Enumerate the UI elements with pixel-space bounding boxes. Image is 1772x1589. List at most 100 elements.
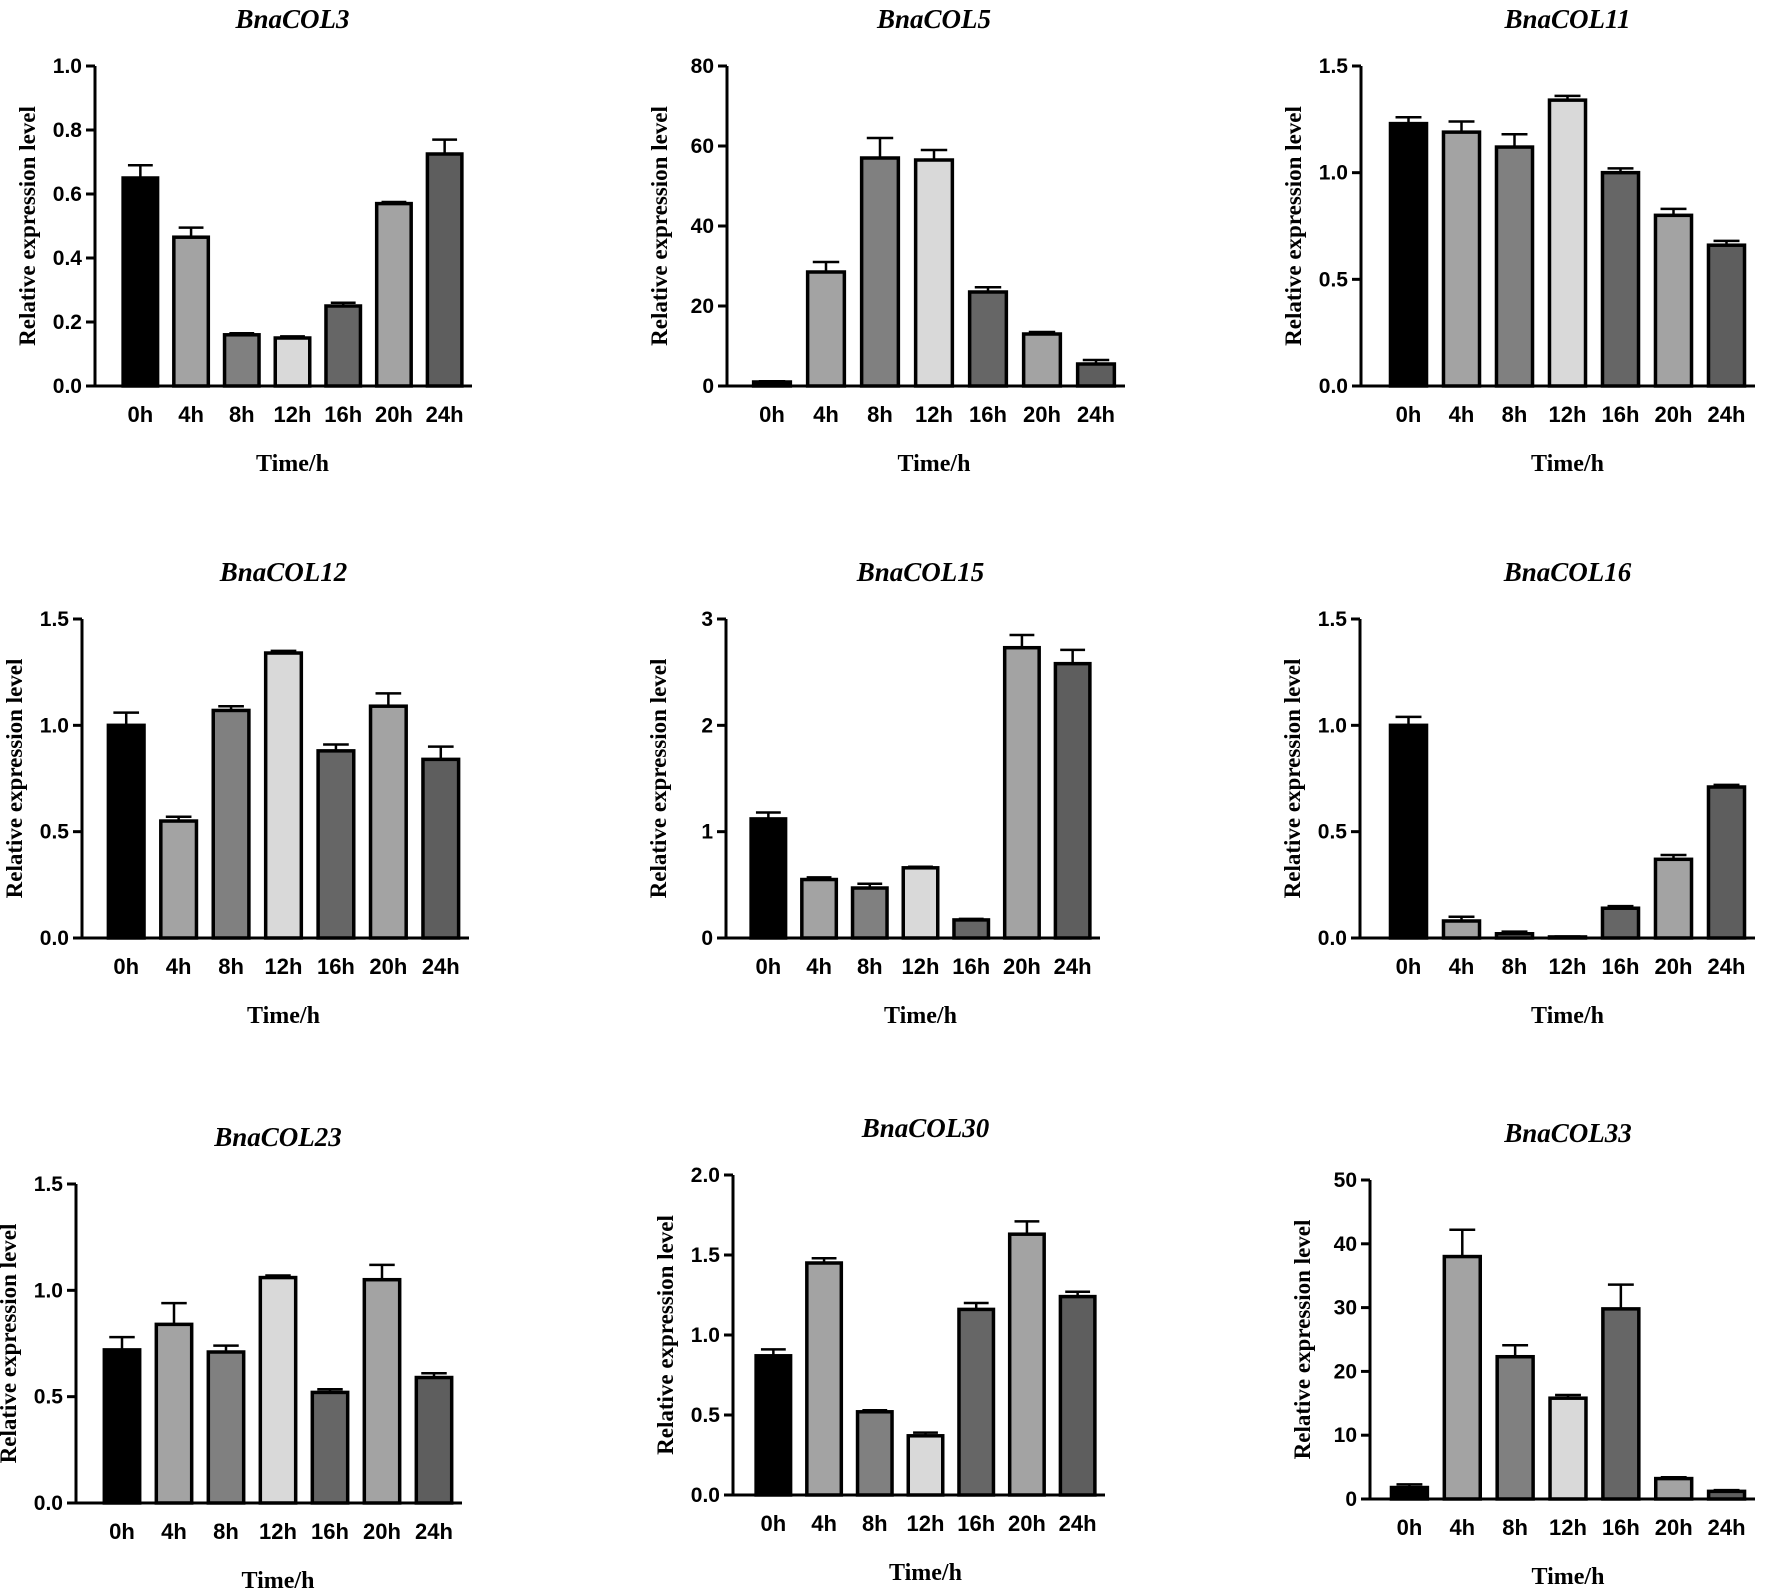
y-axis-label: Relative expression level [1290, 1220, 1315, 1460]
bar-12h [1547, 935, 1588, 940]
bar-20h [1653, 1476, 1694, 1501]
x-tick-label: 12h [1549, 954, 1587, 979]
y-tick-label: 30 [1334, 1297, 1357, 1320]
y-axis-label: Relative expression level [653, 1215, 678, 1455]
y-tick-label: 0.5 [1319, 268, 1349, 291]
x-tick-label: 16h [969, 402, 1007, 427]
bar-0h [751, 380, 793, 388]
chart-title: BnaCOL5 [876, 4, 991, 34]
chart-title: BnaCOL3 [234, 4, 349, 34]
bar-20h [1007, 1232, 1046, 1497]
x-tick-label: 0h [761, 1511, 787, 1536]
x-tick-label: 24h [1054, 954, 1092, 979]
bar-4h [1441, 919, 1482, 940]
x-tick-label: 12h [265, 954, 303, 979]
y-tick-label: 1 [701, 821, 713, 844]
bar-4h [805, 1261, 844, 1497]
x-tick-label: 0h [759, 402, 785, 427]
y-tick-label: 0.0 [40, 927, 69, 950]
x-tick-label: 16h [1602, 402, 1640, 427]
y-axis-label: Relative expression level [1280, 659, 1305, 899]
bar-24h [421, 757, 461, 940]
bar-4h [172, 235, 211, 388]
y-tick-label: 0 [702, 375, 714, 398]
x-tick-label: 8h [1502, 954, 1528, 979]
x-axis-label: Time/h [884, 1003, 957, 1029]
bar-0h [1388, 723, 1429, 940]
x-tick-label: 0h [113, 954, 139, 979]
y-tick-label: 0.5 [691, 1404, 721, 1427]
bar-16h [1600, 170, 1641, 388]
x-tick-label: 8h [862, 1511, 888, 1536]
x-tick-label: 24h [1077, 402, 1115, 427]
y-axis-label: Relative expression level [15, 106, 40, 346]
bar-12h [263, 651, 304, 940]
x-tick-label: 4h [1449, 954, 1475, 979]
chart-panel-BnaCOL15: BnaCOL15 Relative expression level 0 1 2 3 0h 4… [646, 557, 1100, 1029]
bar-16h [957, 1307, 996, 1497]
y-tick-label: 0.0 [1319, 375, 1348, 398]
x-tick-label: 24h [426, 402, 464, 427]
x-tick-label: 4h [166, 954, 192, 979]
chart-title: BnaCOL33 [1503, 1118, 1632, 1148]
bar-8h [222, 333, 261, 388]
bar-0h [749, 817, 788, 940]
x-tick-label: 24h [1708, 402, 1746, 427]
x-tick-label: 20h [1003, 954, 1041, 979]
bar-4h [154, 1322, 194, 1505]
chart-title: BnaCOL11 [1503, 4, 1630, 34]
chart-title: BnaCOL23 [213, 1122, 342, 1152]
bar-12h [1548, 1396, 1588, 1501]
y-tick-label: 1.5 [691, 1244, 721, 1267]
x-axis-label: Time/h [247, 1003, 320, 1029]
chart-panel-BnaCOL30: BnaCOL30 Relative expression level 0.0 0.5 1… [653, 1113, 1105, 1586]
y-tick-label: 1.0 [1318, 714, 1347, 737]
x-tick-label: 20h [1023, 402, 1061, 427]
chart-title: BnaCOL15 [856, 557, 985, 587]
bar-16h [1600, 906, 1641, 940]
y-tick-label: 0.4 [53, 247, 83, 270]
bar-8h [859, 156, 901, 388]
y-tick-label: 2 [701, 714, 713, 737]
bar-16h [1601, 1307, 1641, 1501]
x-tick-label: 12h [1549, 402, 1587, 427]
bar-16h [316, 749, 356, 940]
bar-8h [855, 1410, 894, 1497]
x-tick-label: 0h [109, 1519, 135, 1544]
x-tick-label: 0h [756, 954, 782, 979]
x-tick-label: 12h [259, 1519, 297, 1544]
bar-16h [967, 290, 1009, 388]
y-tick-label: 1.0 [53, 55, 82, 78]
x-tick-label: 0h [1396, 402, 1422, 427]
x-tick-label: 12h [907, 1511, 945, 1536]
x-axis-label: Time/h [1531, 451, 1604, 477]
x-tick-label: 8h [1502, 1515, 1528, 1540]
chart-panel-BnaCOL23: BnaCOL23 Relative expression level 0.0 0.5 1… [0, 1122, 462, 1589]
x-tick-label: 8h [867, 402, 893, 427]
x-tick-label: 20h [369, 954, 407, 979]
y-tick-label: 1.0 [691, 1324, 720, 1347]
chart-panel-BnaCOL3: BnaCOL3 Relative expression level 0.0 0.2 0.… [15, 4, 472, 477]
x-tick-label: 16h [1602, 954, 1640, 979]
y-tick-label: 10 [1334, 1424, 1357, 1447]
bar-24h [1053, 661, 1092, 940]
y-axis-label: Relative expression level [1281, 106, 1306, 346]
chart-title: BnaCOL12 [219, 557, 348, 587]
bar-8h [211, 708, 251, 940]
bar-4h [1441, 130, 1482, 388]
x-tick-label: 16h [1602, 1515, 1640, 1540]
y-axis-label: Relative expression level [2, 659, 27, 899]
y-tick-label: 0 [701, 927, 713, 950]
x-axis-label: Time/h [1531, 1003, 1604, 1029]
bar-16h [324, 304, 363, 388]
x-axis-label: Time/h [898, 451, 971, 477]
y-axis-label: Relative expression level [646, 659, 671, 899]
y-tick-label: 1.0 [1319, 162, 1348, 185]
chart-title: BnaCOL16 [1503, 557, 1632, 587]
x-tick-label: 4h [178, 402, 204, 427]
y-tick-label: 0.5 [1318, 821, 1348, 844]
x-tick-label: 16h [957, 1511, 995, 1536]
bar-4h [1442, 1254, 1483, 1501]
y-tick-label: 0.2 [53, 311, 82, 334]
bar-24h [1058, 1294, 1097, 1497]
